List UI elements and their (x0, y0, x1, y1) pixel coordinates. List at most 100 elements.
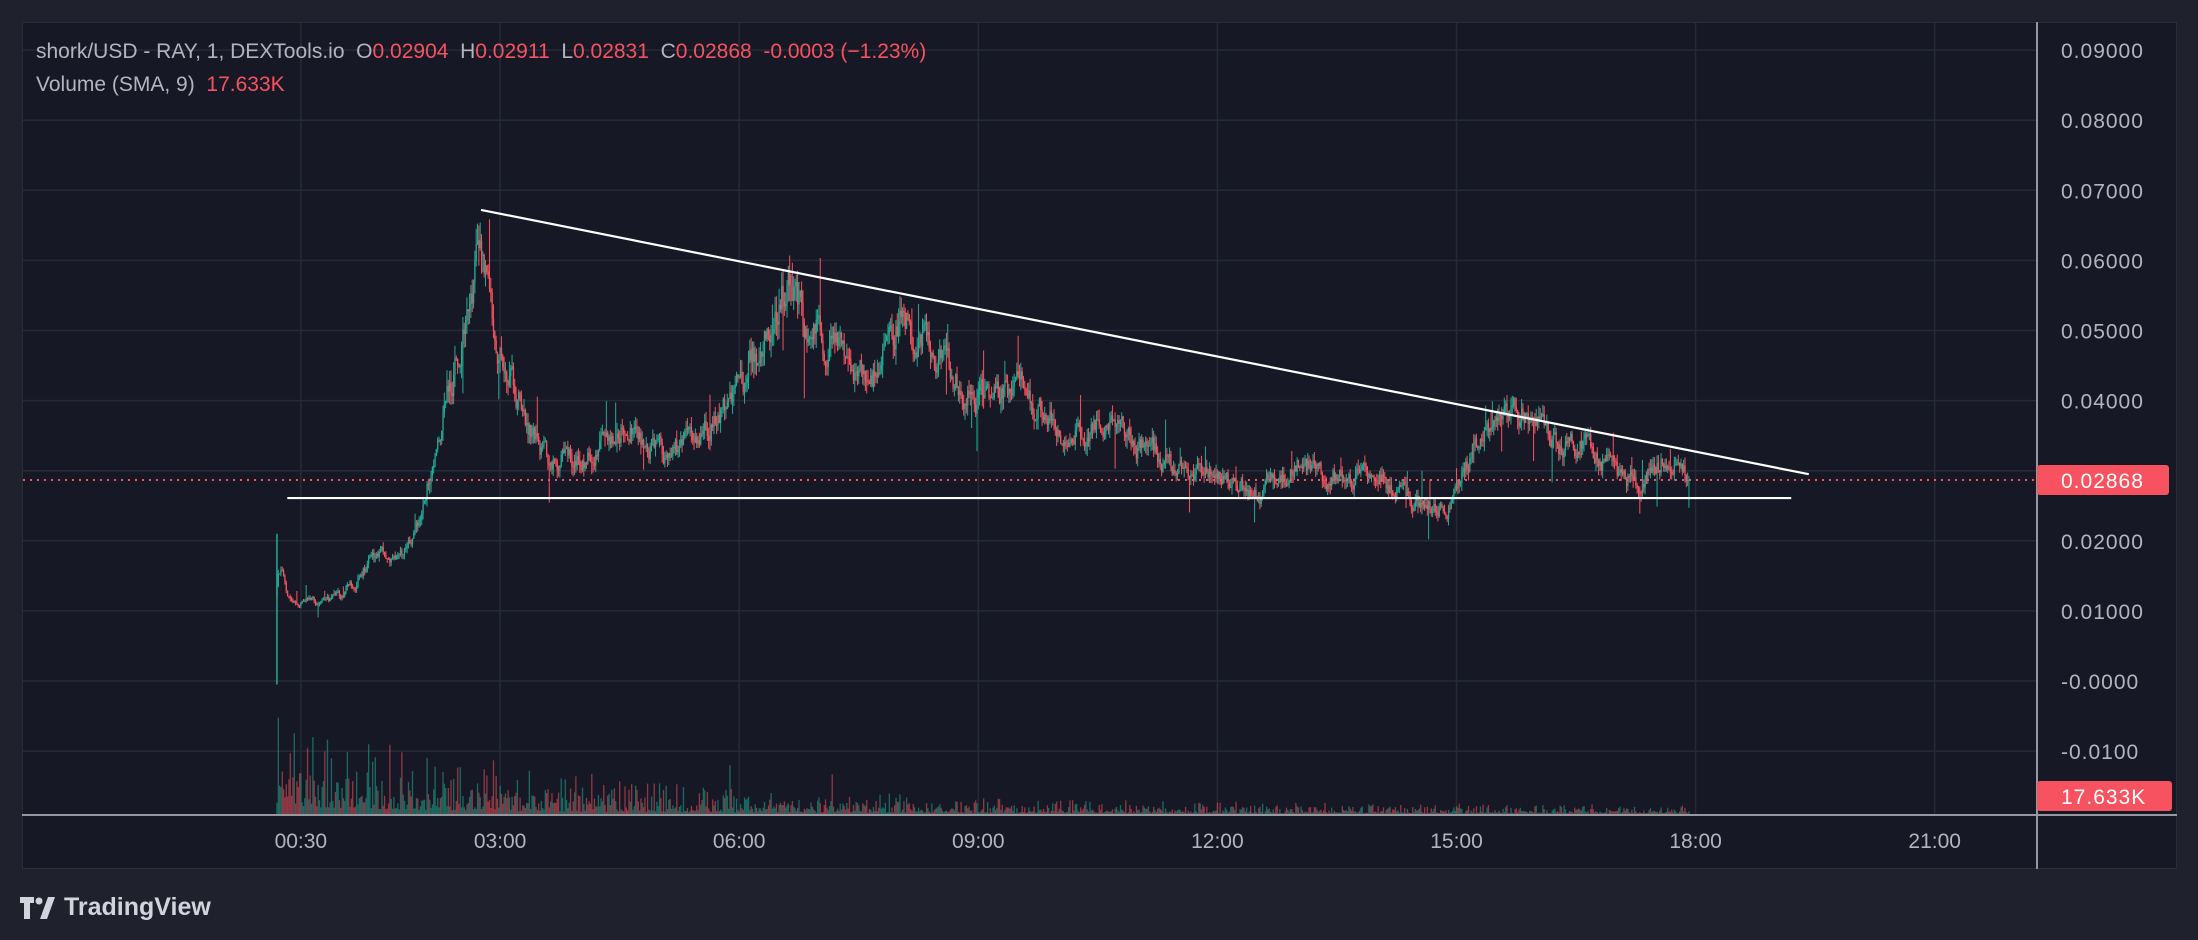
candle (1014, 377, 1017, 381)
volume-bar (443, 783, 446, 814)
volume-bar (1385, 810, 1387, 814)
volume-bar (1509, 812, 1511, 814)
volume-bar (1346, 811, 1349, 814)
candle (637, 431, 639, 440)
volume-bar (733, 796, 735, 814)
volume-bar (812, 809, 815, 814)
candle (1257, 499, 1260, 501)
candle (1385, 477, 1387, 489)
volume-bar (883, 808, 885, 814)
candle (1085, 445, 1087, 447)
volume-bar (834, 812, 836, 814)
time-axis[interactable]: 00:30 03:00 06:00 09:00 12:00 15:00 18:00 21:00 (275, 830, 1961, 853)
volume-bar (510, 809, 512, 814)
candle (1167, 455, 1169, 457)
volume-bar (1439, 809, 1442, 814)
volume-bar (1335, 812, 1337, 814)
volume-bar (1200, 809, 1203, 814)
volume-bar (1216, 802, 1219, 814)
volume-bar (1109, 811, 1111, 814)
candle (337, 590, 339, 593)
volume-bar (1559, 805, 1561, 814)
volume-bar (1196, 812, 1199, 814)
candle (1312, 460, 1314, 466)
volume-bar (1271, 812, 1273, 814)
candle (1353, 485, 1355, 490)
symbol-title[interactable]: shork/USD - RAY, 1, DEXTools.io (36, 40, 345, 63)
candle (883, 344, 885, 351)
candle (1487, 423, 1490, 432)
volume-bar (1042, 808, 1045, 814)
volume-bar (353, 807, 355, 814)
volume-bar (306, 748, 309, 814)
volume-indicator-label[interactable]: Volume (SMA, 9) (36, 73, 195, 96)
volume-bar (1058, 808, 1061, 814)
volume-bar (775, 803, 778, 814)
candle (1012, 386, 1014, 396)
volume-bar (434, 766, 436, 814)
volume-bar (619, 781, 621, 814)
candle (1288, 480, 1290, 484)
volume-bar (1679, 811, 1681, 814)
candle (1208, 468, 1211, 478)
volume-bar (1029, 810, 1031, 814)
candle (706, 429, 709, 436)
volume-bar (592, 809, 594, 814)
tradingview-logo[interactable]: TradingView (20, 893, 211, 922)
volume-bar (1673, 809, 1676, 814)
candle (296, 602, 298, 604)
volume-bar (1178, 809, 1180, 814)
candle (866, 379, 868, 382)
candle (607, 432, 609, 441)
candle (540, 447, 542, 455)
candle (754, 354, 756, 362)
candle (1381, 474, 1383, 482)
volume-bar (1477, 812, 1479, 814)
volume-bar (874, 811, 876, 814)
volume-bar (488, 799, 491, 814)
candle (1550, 439, 1552, 448)
volume-bar (471, 789, 473, 814)
candle (604, 433, 606, 437)
volume-bar (1174, 810, 1176, 814)
candle (1651, 467, 1653, 473)
volume-bar (731, 807, 734, 814)
chart-panel[interactable] (22, 22, 2177, 869)
candle (1526, 413, 1528, 415)
volume-bar (730, 789, 732, 814)
candle (1360, 469, 1362, 474)
volume-bar (580, 811, 582, 814)
volume-bar (612, 798, 614, 814)
price-axis[interactable]: 0.090000.080000.070000.060000.050000.040… (2061, 40, 2144, 764)
candle (1103, 434, 1106, 438)
candle (1158, 459, 1160, 462)
candle (890, 325, 892, 328)
candle (753, 347, 755, 362)
candle (697, 440, 699, 444)
candle (850, 358, 852, 372)
candle (820, 330, 823, 341)
volume-bar (1081, 810, 1083, 814)
volume-bar (1435, 812, 1438, 814)
candle (1401, 484, 1403, 487)
candle (476, 240, 479, 245)
volume-bar (710, 812, 713, 814)
candle (1057, 430, 1059, 437)
volume-bar (1192, 812, 1195, 814)
candle (844, 356, 847, 358)
candle (1122, 416, 1124, 428)
candle (458, 364, 460, 367)
candle (348, 584, 350, 586)
volume-bar (1668, 811, 1670, 814)
volume-bar (389, 744, 391, 814)
volume-bar (583, 804, 585, 814)
volume-bar (702, 787, 705, 814)
volume-bar (1195, 811, 1197, 814)
candle (1369, 474, 1371, 479)
volume-bar (807, 808, 809, 814)
candle (680, 439, 682, 446)
volume-bar (1606, 807, 1608, 814)
volume-bar (1180, 811, 1183, 814)
candle (382, 546, 384, 553)
